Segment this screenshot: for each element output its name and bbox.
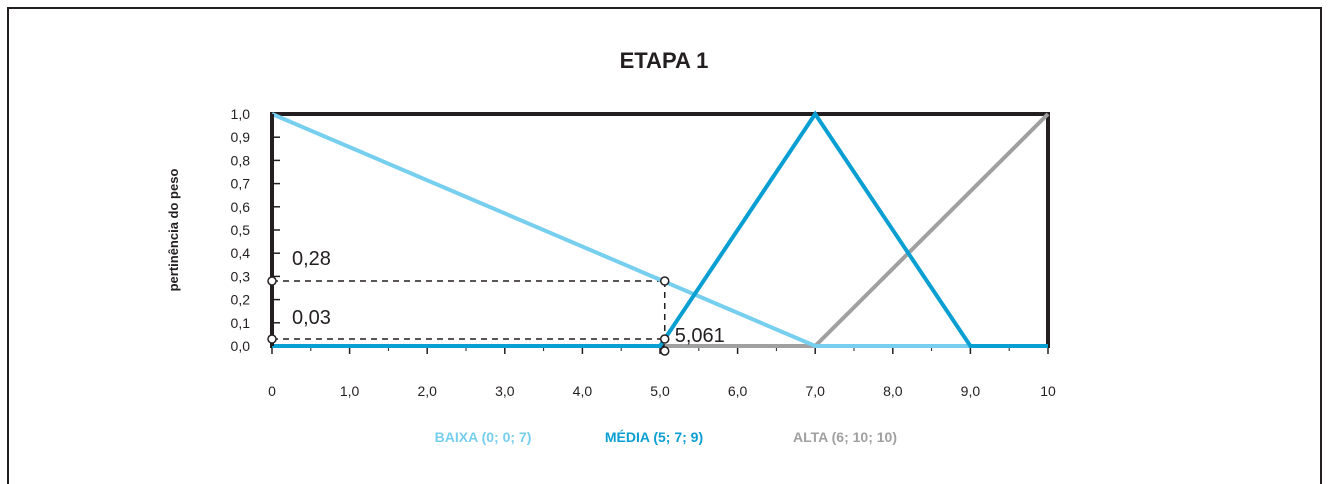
y-tick-label: 0,9 — [231, 129, 251, 145]
legend-item: BAIXA (0; 0; 7) — [435, 429, 532, 445]
y-axis-label: pertinência do peso — [166, 169, 181, 292]
y-tick-label: 0,8 — [231, 152, 251, 168]
x-tick-label: 8,0 — [883, 383, 903, 399]
series-line-alta — [664, 112, 1050, 348]
chart-frame — [7, 7, 1322, 484]
y-tick-label: 0,0 — [231, 338, 251, 354]
x-tick-label: 6,0 — [728, 383, 748, 399]
marker-point-028 — [659, 276, 670, 286]
chart-title: ETAPA 1 — [620, 48, 709, 73]
y-tick-label: 0,5 — [231, 222, 251, 238]
y-tick-label: 0,1 — [231, 315, 251, 331]
annotation-028: 0,28 — [292, 248, 331, 270]
annotation-5061: 5,061 — [675, 325, 725, 347]
y-tick-label: 1,0 — [231, 106, 251, 122]
x-tick-label: 0 — [268, 383, 276, 399]
marker-point-003 — [659, 334, 670, 344]
y-tick-label: 0,2 — [231, 292, 251, 308]
x-tick-label: 2,0 — [417, 383, 437, 399]
y-tick-label: 0,6 — [231, 199, 251, 215]
x-tick-label: 5,0 — [650, 383, 670, 399]
x-tick-label: 7,0 — [805, 383, 825, 399]
x-tick-label: 4,0 — [573, 383, 593, 399]
marker-x-5061 — [659, 346, 670, 356]
legend-item: ALTA (6; 10; 10) — [793, 429, 897, 445]
marker-y-003 — [267, 334, 277, 344]
x-tick-label: 10 — [1040, 383, 1056, 399]
marker-y-028 — [267, 276, 277, 286]
series-line-media — [272, 110, 1048, 348]
x-tick-label: 3,0 — [495, 383, 515, 399]
y-tick-label: 0,4 — [231, 245, 251, 261]
legend: BAIXA (0; 0; 7) MÉDIA (5; 7; 9) ALTA (6; 1… — [435, 429, 897, 445]
legend-item: MÉDIA (5; 7; 9) — [605, 429, 703, 445]
y-tick-label: 0,7 — [231, 176, 251, 192]
plot-area: 0 1,0 2,0 3,0 4,0 5,0 6,0 7,0 8,0 9,0 10 0,0 0,1 0,2 0… — [231, 106, 1056, 399]
x-tick-label: 9,0 — [961, 383, 981, 399]
annotation-003: 0,03 — [292, 307, 331, 329]
x-tick-label: 1,0 — [340, 383, 360, 399]
y-tick-label: 0,3 — [231, 268, 251, 284]
